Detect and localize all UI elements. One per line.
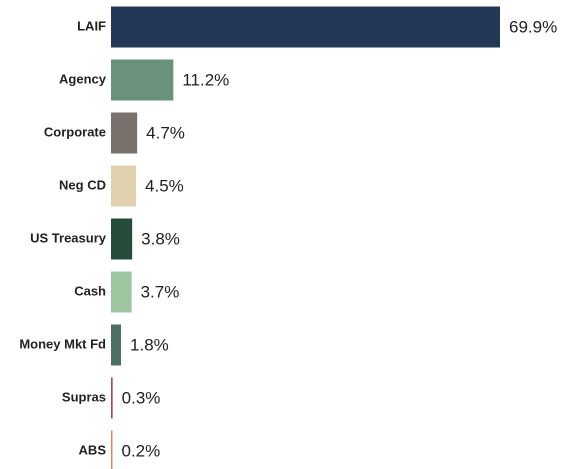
category-label: Neg CD (59, 177, 106, 192)
value-label: 0.3% (122, 388, 161, 407)
bar (111, 218, 133, 260)
value-label: 3.8% (141, 229, 180, 248)
bar (111, 165, 137, 207)
bar (111, 324, 122, 366)
value-label: 11.2% (182, 70, 229, 89)
bar (111, 59, 174, 101)
value-label: 3.7% (141, 282, 180, 301)
bar (111, 112, 138, 154)
category-label: Money Mkt Fd (19, 336, 106, 351)
value-label: 69.9% (509, 17, 557, 36)
category-label: Cash (74, 283, 106, 298)
bar (111, 430, 113, 469)
category-label: US Treasury (30, 230, 107, 245)
category-label: Supras (62, 389, 106, 404)
category-label: ABS (79, 442, 107, 457)
category-label: Agency (59, 71, 107, 86)
bar (111, 6, 500, 48)
category-label: LAIF (77, 18, 106, 33)
bar (111, 377, 113, 419)
bar (111, 271, 132, 313)
value-label: 1.8% (130, 335, 169, 354)
value-label: 0.2% (122, 441, 161, 460)
value-label: 4.7% (146, 123, 185, 142)
value-label: 4.5% (145, 176, 184, 195)
category-label: Corporate (44, 124, 106, 139)
